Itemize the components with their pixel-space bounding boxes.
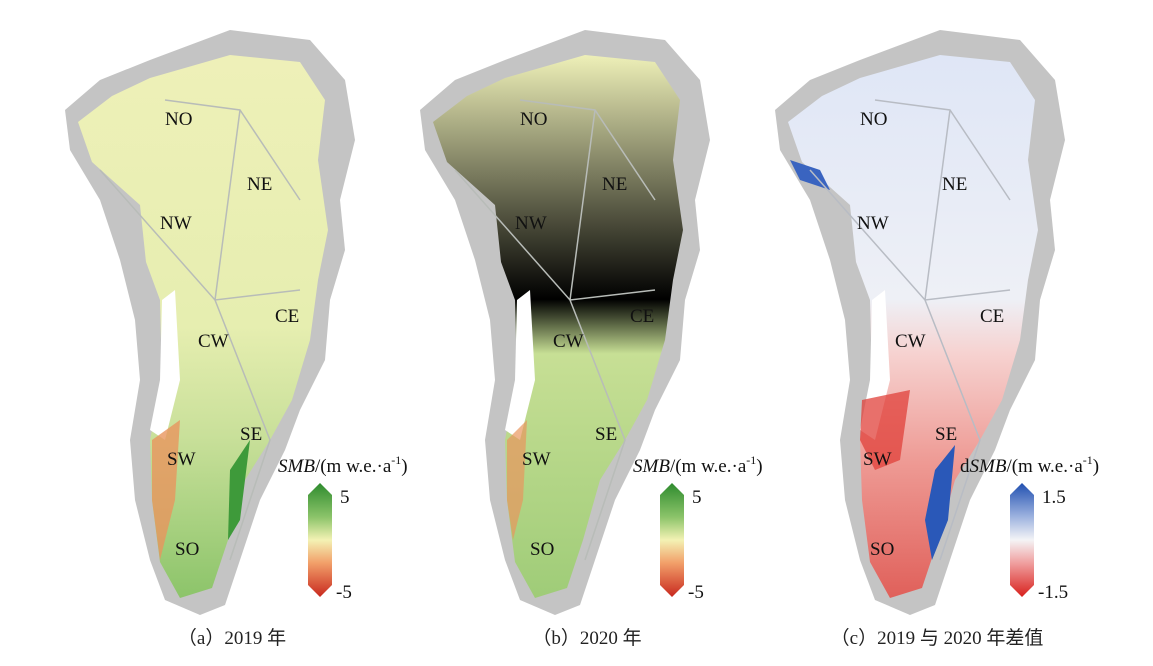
region-label-nw: NW xyxy=(857,213,889,234)
colorbar-max: 1.5 xyxy=(1042,487,1066,508)
colorbar-max: 5 xyxy=(340,487,350,508)
panel-a: NO NE NW CW CE SW SE SO SMB/(m w.e.·a-1)… xyxy=(65,30,408,649)
positive-anomaly-nw xyxy=(790,160,830,190)
region-label-sw: SW xyxy=(522,449,551,470)
positive-anomaly-se xyxy=(925,445,955,560)
ice-free-area xyxy=(150,290,180,440)
colorbar-max: 5 xyxy=(692,487,702,508)
region-label-no: NO xyxy=(520,109,547,130)
region-label-nw: NW xyxy=(515,213,547,234)
colorbar-scale xyxy=(660,483,684,597)
region-label-ne: NE xyxy=(247,174,272,195)
accumulation-zone xyxy=(228,440,250,540)
colorbar-title: SMB/(m w.e.·a-1) xyxy=(278,453,408,477)
region-label-sw: SW xyxy=(863,449,892,470)
region-labels: NO NE NW CW CE SW SE SO xyxy=(160,109,299,560)
colorbar: SMB/(m w.e.·a-1) 5 -5 xyxy=(278,453,408,603)
region-label-se: SE xyxy=(240,424,262,445)
region-label-cw: CW xyxy=(895,331,926,352)
basin-boundaries xyxy=(809,99,1011,561)
region-label-sw: SW xyxy=(167,449,196,470)
region-label-so: SO xyxy=(870,539,894,560)
colorbar-title: dSMB/(m w.e.·a-1) xyxy=(960,453,1099,477)
colorbar-min: -5 xyxy=(336,582,352,603)
region-label-so: SO xyxy=(175,539,199,560)
negative-anomaly-sw xyxy=(860,390,910,470)
colorbar: dSMB/(m w.e.·a-1) 1.5 -1.5 xyxy=(960,453,1099,603)
colorbar-scale xyxy=(1010,483,1034,597)
basin-boundaries xyxy=(454,99,656,561)
region-labels: NO NE NW CW CE SW SE SO xyxy=(515,109,654,560)
region-label-se: SE xyxy=(595,424,617,445)
region-label-se: SE xyxy=(935,424,957,445)
region-label-ce: CE xyxy=(630,306,654,327)
region-label-ne: NE xyxy=(602,174,627,195)
colorbar-min: -1.5 xyxy=(1038,582,1068,603)
region-labels: NO NE NW CW CE SW SE SO xyxy=(857,109,1004,560)
caption: （a）2019 年 xyxy=(178,627,286,649)
caption: （c）2019 与 2020 年差值 xyxy=(831,627,1044,649)
ablation-zone xyxy=(507,420,527,540)
colorbar-min: -5 xyxy=(688,582,704,603)
region-label-no: NO xyxy=(165,109,192,130)
ice-free-area xyxy=(505,290,535,440)
region-label-ce: CE xyxy=(980,306,1004,327)
basin-boundaries xyxy=(99,99,301,561)
panel-c: NO NE NW CW CE SW SE SO dSMB/(m w.e.·a-1… xyxy=(775,30,1099,649)
region-label-cw: CW xyxy=(553,331,584,352)
caption: （b）2020 年 xyxy=(532,627,641,649)
panel-b: NO NE NW CW CE SW SE SO SMB/(m w.e.·a-1)… xyxy=(420,30,763,649)
colorbar: SMB/(m w.e.·a-1) 5 -5 xyxy=(633,453,763,603)
region-label-nw: NW xyxy=(160,213,192,234)
region-label-so: SO xyxy=(530,539,554,560)
region-label-cw: CW xyxy=(198,331,229,352)
colorbar-scale xyxy=(308,483,332,597)
region-label-ce: CE xyxy=(275,306,299,327)
region-label-no: NO xyxy=(860,109,887,130)
region-label-ne: NE xyxy=(942,174,967,195)
colorbar-title: SMB/(m w.e.·a-1) xyxy=(633,453,763,477)
ablation-zone xyxy=(152,420,180,560)
